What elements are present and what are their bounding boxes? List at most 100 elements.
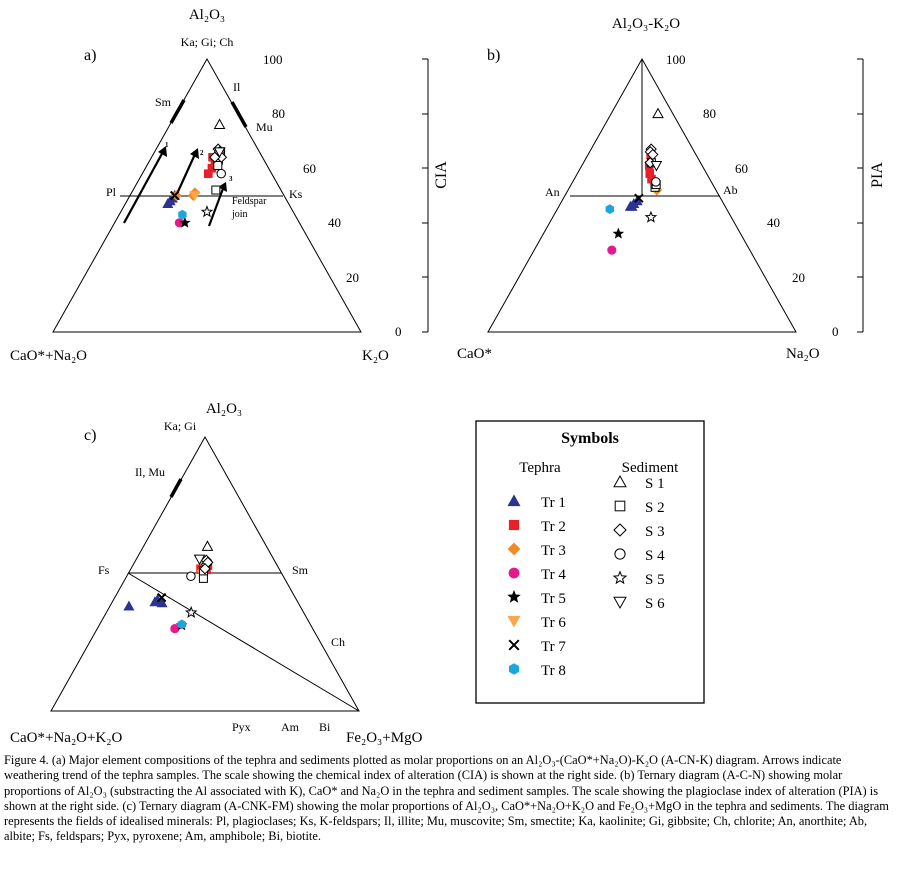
caption-formula-b: Al₂O₃: [76, 783, 107, 798]
legend-label-s-3: S 3: [645, 524, 665, 540]
data-point-tr-7: [634, 193, 644, 203]
panel-a-cia-tick-label: 80: [272, 106, 285, 121]
panel-a-illite-bar: [230, 101, 248, 128]
legend-title: Symbols: [561, 430, 619, 447]
legend-label-s-6: S 6: [645, 596, 665, 612]
weathering-arrow-2-label: 2: [200, 149, 204, 157]
panel-a-acnk: a) Al₂O₃ Ka; Gi; Ch CaO*+Na₂O K₂O Sm Il …: [10, 7, 450, 364]
weathering-arrow-2: [174, 151, 198, 197]
panel-a-cia-tick-label: 60: [303, 161, 316, 176]
data-point-tr-8: [605, 204, 615, 214]
panel-c-right-vertex-label: Fe₂O₃+MgO: [346, 730, 423, 746]
data-point-tr-6: [189, 191, 201, 202]
legend-label-tr-8: Tr 8: [541, 663, 566, 679]
legend-sediment-header: Sediment: [622, 460, 679, 476]
panel-b-pia-tick-label: 0: [832, 324, 839, 339]
data-point-s-1: [213, 118, 226, 130]
legend-marker-tr-2: [508, 519, 520, 531]
caption-paragraph: Figure 4. (a) Major element compositions…: [4, 753, 894, 845]
legend-marker-tr-5: [507, 589, 521, 603]
panel-c-label-fs: Fs: [98, 563, 110, 577]
panel-a-join-note: join: [231, 209, 248, 220]
panel-c-label-am: Am: [281, 720, 300, 734]
data-point-s-2: [198, 573, 208, 583]
panel-a-label-sm: Sm: [155, 95, 172, 109]
panel-c-data-points: [123, 540, 214, 634]
legend-label-s-4: S 4: [645, 548, 665, 564]
panel-a-label: a): [84, 47, 96, 64]
legend-label-tr-3: Tr 3: [541, 543, 566, 559]
weathering-arrow-1-head: [158, 146, 167, 157]
panel-a-top-minerals: Ka; Gi; Ch: [181, 35, 234, 49]
symbols-legend: Symbols Tephra Sediment Tr 1 Tr 2 Tr 3 Tr 4…: [475, 420, 705, 704]
panel-b-label-an: An: [545, 185, 560, 199]
caption-formula-a: Al₂O₃-(CaO*+Na₂O)-K₂O (A-CN-K): [525, 753, 713, 767]
caption-formula-c: Al₂O₃, CaO*+Na₂O+K₂O and Fe₂O₃+MgO: [465, 798, 682, 813]
data-point-s-6: [193, 554, 206, 566]
legend-marker-tr-4: [508, 567, 520, 579]
panel-c-label-bi: Bi: [319, 720, 331, 734]
data-point-tr-4: [607, 245, 617, 255]
panel-a-left-vertex-label: CaO*+Na₂O: [10, 348, 87, 364]
panel-c-label-ch: Ch: [331, 635, 345, 649]
data-point-s-4: [651, 177, 661, 187]
panel-c-label-pyx: Pyx: [232, 720, 251, 734]
panel-a-cia-label: CIA: [433, 161, 450, 189]
panel-a-right-vertex-label: K₂O: [362, 348, 389, 364]
panel-b-label-ab: Ab: [723, 183, 738, 197]
panel-b-left-vertex-label: CaO*: [457, 346, 492, 362]
legend-label-tr-5: Tr 5: [541, 591, 566, 607]
panel-a-arrows: 1 2 3: [123, 141, 233, 227]
panel-c-label-sm: Sm: [292, 563, 309, 577]
data-point-tr-7: [156, 592, 167, 603]
caption-text-3: (substracting the Al associated with K),…: [4, 783, 879, 813]
panel-c-top-vertex-label: Al₂O₃: [206, 401, 242, 417]
data-point-s-2: [213, 160, 223, 170]
data-point-tr-8: [177, 619, 186, 630]
caption-text-1: Figure 4. (a) Major element compositions…: [4, 753, 526, 767]
panel-a-top-vertex-label: Al₂O₃: [189, 7, 225, 23]
data-point-s-6: [213, 147, 226, 158]
data-point-s-1: [652, 107, 664, 119]
figure-caption: Figure 4. (a) Major element compositions…: [4, 753, 894, 845]
panel-a-cia-tick-label: 0: [395, 324, 402, 339]
panel-a-label-ks: Ks: [289, 187, 303, 201]
panel-a-feldspar-note: Feldspar: [232, 196, 267, 207]
legend-marker-s-3: [613, 523, 627, 537]
legend-marker-s-2: [614, 500, 626, 512]
panel-a-label-mu: Mu: [256, 120, 273, 134]
legend-label-tr-2: Tr 2: [541, 519, 566, 535]
panel-b-pia-label: PIA: [869, 162, 886, 188]
weathering-arrow-1-label: 1: [165, 141, 169, 149]
panel-a-cia-tick-label: 100: [263, 52, 283, 67]
panel-b-pia-tick-label: 100: [666, 52, 686, 67]
data-point-tr-7: [169, 190, 180, 201]
panel-b-right-vertex-label: Na₂O: [786, 346, 820, 362]
weathering-arrow-1: [123, 149, 165, 224]
legend-tephra-header: Tephra: [519, 460, 561, 476]
panel-a-data-points: [162, 118, 228, 228]
legend-marker-tr-6: [507, 615, 521, 628]
panel-c-acnkfm: c) Al₂O₃ Ka; Gi CaO*+Na₂O+K₂O Fe₂O₃+MgO …: [10, 401, 423, 746]
data-point-s-4: [186, 571, 196, 581]
panel-b-data-points: [605, 107, 664, 255]
panel-b-pia-ticks: [857, 58, 863, 333]
weathering-arrow-3: [207, 185, 226, 227]
panel-c-top-minerals: Ka; Gi: [164, 419, 197, 433]
data-point-tr-5: [612, 227, 625, 239]
data-point-s-4: [216, 168, 226, 179]
legend-label-tr-1: Tr 1: [541, 495, 566, 511]
panel-b-label: b): [487, 47, 500, 64]
panel-a-cia-ticks: [422, 58, 428, 333]
legend-label-tr-7: Tr 7: [541, 639, 566, 655]
legend-marker-tr-8: [508, 663, 520, 675]
legend-marker-s-5: [612, 570, 628, 585]
weathering-arrow-3-head: [218, 182, 227, 192]
legend-label-s-2: S 2: [645, 500, 665, 516]
data-point-s-2: [211, 185, 221, 195]
caption-text-2: diagram. Arrows indicate weathering tren…: [4, 753, 843, 798]
panel-c-fs-fm-line: [127, 572, 360, 712]
panel-c-illite-bar: [169, 478, 183, 498]
data-point-s-3: [209, 151, 221, 163]
panel-a-smectite-bar: [169, 99, 186, 124]
